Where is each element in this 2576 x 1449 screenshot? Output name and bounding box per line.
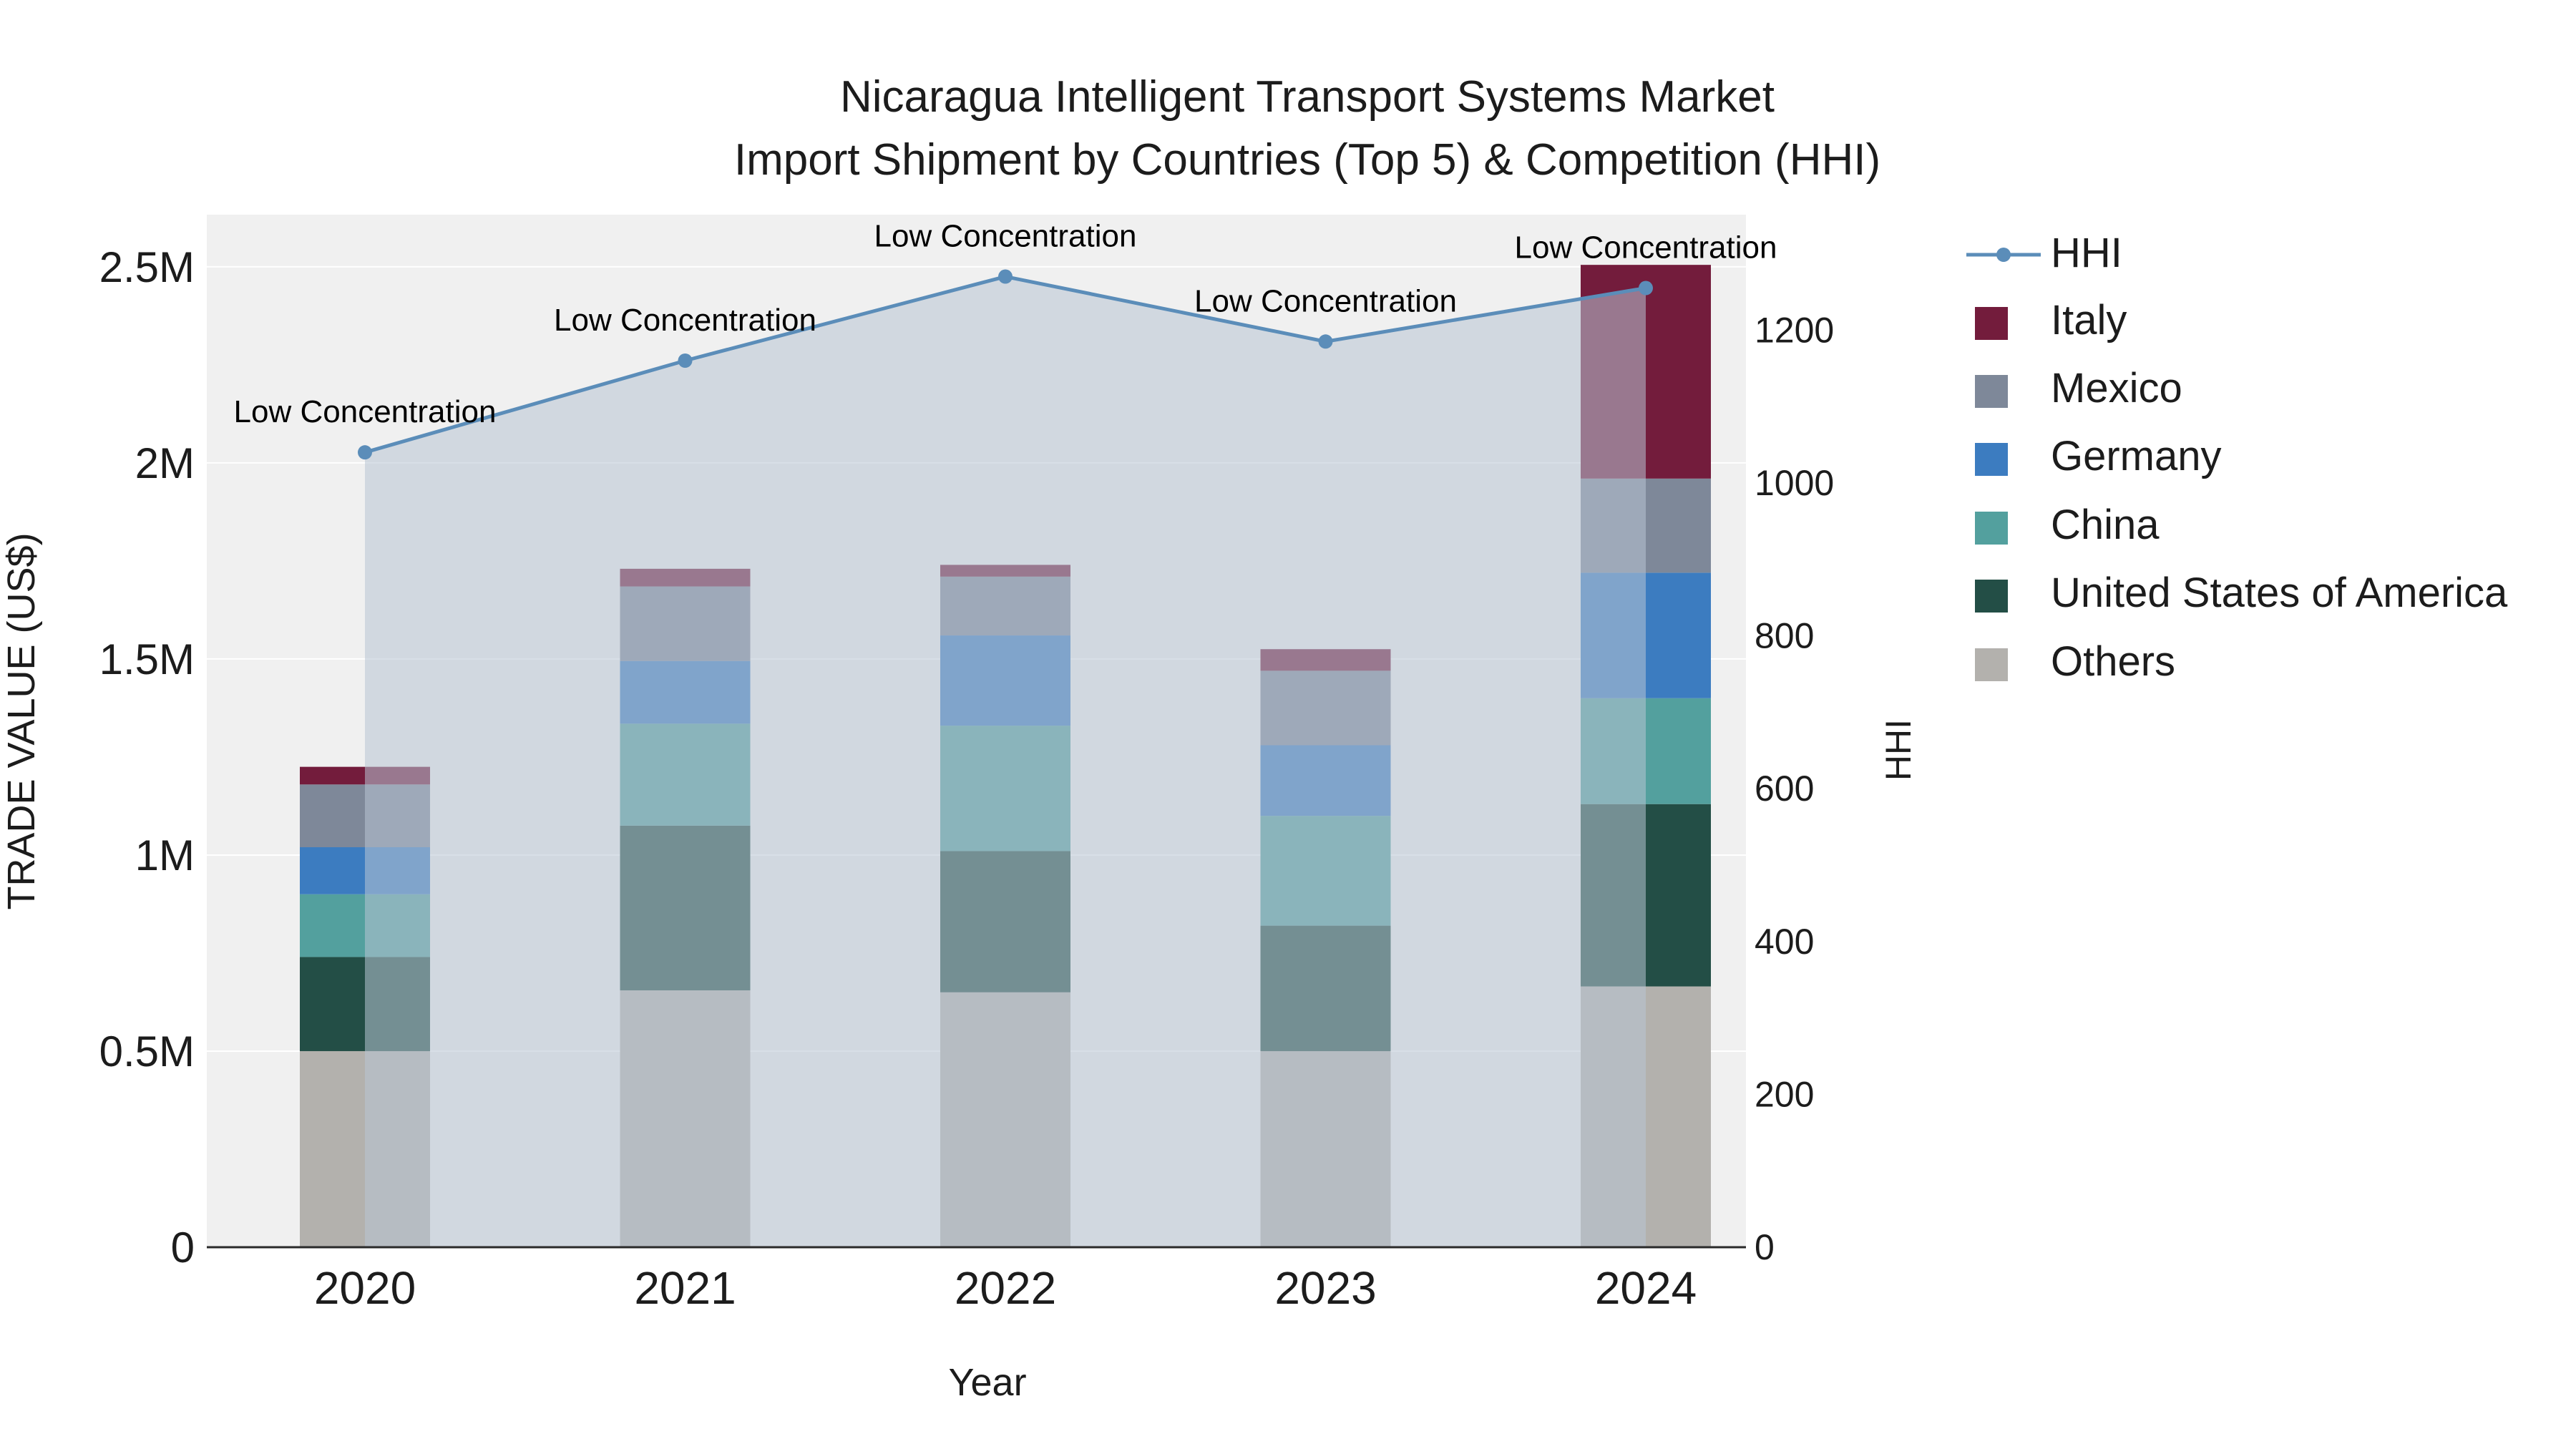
x-tick-2021: 2021	[634, 1262, 736, 1314]
hhi-area-fill	[365, 276, 1646, 1248]
x-tick-2022: 2022	[955, 1262, 1056, 1314]
legend-item-germany[interactable]: Germany	[1975, 433, 2222, 479]
legend-label: United States of America	[2051, 570, 2508, 616]
y-right-tick-600: 600	[1755, 769, 1814, 809]
y-left-tick-2-5m: 2.5M	[99, 243, 195, 291]
y-right-tick-400: 400	[1755, 922, 1814, 962]
legend-swatch	[1975, 375, 2008, 408]
legend-marker-sample	[1996, 248, 2011, 262]
legend-label: HHI	[2051, 230, 2122, 276]
hhi-marker-2023[interactable]	[1318, 334, 1333, 349]
y-right-axis-title: HHI	[1878, 719, 1918, 781]
annotation-2021: Low Concentration	[554, 303, 816, 338]
y-right-tick-1000: 1000	[1755, 463, 1834, 503]
hhi-marker-2020[interactable]	[358, 445, 372, 460]
y-left-tick-1-5m: 1.5M	[99, 635, 195, 683]
hhi-marker-2021[interactable]	[678, 353, 693, 369]
legend-item-china[interactable]: China	[1975, 502, 2160, 548]
legend-label: Italy	[2051, 297, 2127, 343]
legend-swatch	[1975, 512, 2008, 545]
legend: HHI Italy Mexico Germany China United States …	[1966, 230, 2508, 685]
legend-label: Germany	[2051, 433, 2222, 479]
legend-item-hhi[interactable]: HHI	[1966, 230, 2122, 276]
annotation-2020: Low Concentration	[234, 394, 497, 429]
hhi-marker-2024[interactable]	[1639, 280, 1653, 296]
legend-item-mexico[interactable]: Mexico	[1975, 365, 2182, 411]
y-right-tick-800: 800	[1755, 616, 1814, 656]
x-tick-2023: 2023	[1274, 1262, 1376, 1314]
legend-swatch	[1975, 580, 2008, 613]
y-right-tick-200: 200	[1755, 1074, 1814, 1114]
annotation-2024: Low Concentration	[1515, 230, 1777, 265]
legend-label: Others	[2051, 638, 2175, 685]
legend-swatch	[1975, 307, 2008, 340]
x-tick-2024: 2024	[1595, 1262, 1697, 1314]
legend-item-united-states-of-america[interactable]: United States of America	[1975, 570, 2508, 616]
hhi-area-polygon	[365, 276, 1646, 1248]
y-left-tick-0: 0	[171, 1224, 195, 1272]
legend-swatch	[1975, 443, 2008, 476]
hhi-marker-2022[interactable]	[998, 269, 1013, 284]
legend-label: Mexico	[2051, 365, 2182, 411]
y-right-tick-1200: 1200	[1755, 310, 1834, 350]
y-left-axis-title: TRADE VALUE (US$)	[0, 532, 43, 909]
legend-item-italy[interactable]: Italy	[1975, 297, 2127, 343]
annotation-2023: Low Concentration	[1194, 283, 1457, 318]
legend-label: China	[2051, 502, 2160, 548]
chart-title-line2: Import Shipment by Countries (Top 5) & C…	[734, 135, 1880, 185]
annotation-2022: Low Concentration	[874, 219, 1137, 254]
y-left-tick-1m: 1M	[135, 831, 195, 879]
y-left-tick-0-5m: 0.5M	[99, 1028, 195, 1075]
annotations: Low Concentration Low Concentration Low Co…	[234, 219, 1777, 430]
x-axis-title: Year	[948, 1361, 1026, 1404]
chart-title-line1: Nicaragua Intelligent Transport Systems …	[840, 72, 1775, 122]
y-left-tick-2m: 2M	[135, 439, 195, 487]
x-tick-2020: 2020	[314, 1262, 416, 1314]
legend-item-others[interactable]: Others	[1975, 638, 2175, 685]
hhi-line	[358, 269, 1653, 460]
y-right-tick-0: 0	[1755, 1227, 1775, 1267]
legend-swatch	[1975, 648, 2008, 681]
axis-tick-labels: 0 0.5M 1M 1.5M 2M 2.5M 0 200 400 600 800 1000 1200 20…	[99, 243, 1835, 1314]
